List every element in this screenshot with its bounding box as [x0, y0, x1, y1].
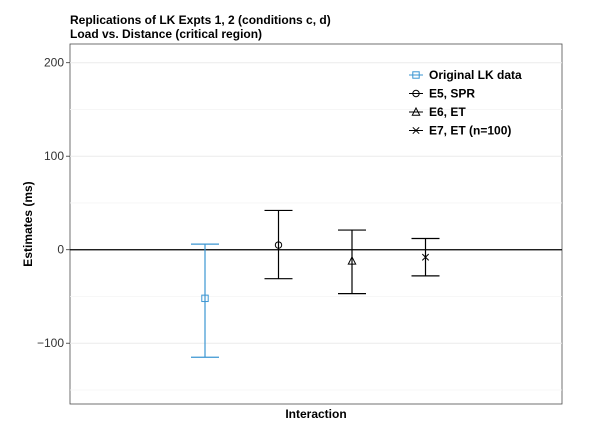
error-bars — [191, 209, 440, 358]
chart-title-line-1: Replications of LK Expts 1, 2 (condition… — [70, 13, 331, 27]
legend-item-4: E7, ET (n=100) — [409, 124, 511, 138]
y-axis: −100 0 100 200 — [37, 56, 70, 350]
error-bar-1 — [191, 243, 219, 358]
estimate-point-circle — [274, 241, 283, 249]
plot-panel — [69, 43, 563, 405]
legend-label: Original LK data — [429, 68, 522, 82]
y-tick-label: −100 — [37, 336, 64, 350]
y-tick-label: 0 — [57, 243, 64, 257]
chart-title-line-2: Load vs. Distance (critical region) — [70, 27, 262, 41]
legend-label: E5, SPR — [429, 87, 475, 101]
legend-key-marker — [412, 71, 420, 79]
legend-key-marker — [411, 106, 421, 116]
x-axis-label: Interaction — [285, 407, 346, 421]
error-bar-3 — [338, 229, 366, 295]
legend-item-2: E5, SPR — [409, 87, 475, 101]
y-tick-label: 200 — [44, 56, 64, 70]
y-tick-label: 100 — [44, 149, 64, 163]
legend-label: E7, ET (n=100) — [429, 124, 511, 138]
error-bar-2 — [264, 209, 293, 280]
error-bar-4 — [411, 237, 440, 277]
legend-label: E6, ET — [429, 105, 466, 119]
estimate-point-cross — [421, 253, 430, 261]
legend-key-marker — [412, 89, 420, 98]
estimate-point-square — [201, 294, 209, 303]
legend-item-1: Original LK data — [409, 68, 522, 82]
legend: Original LK data E5, SPR E6, ET E7, ET (n=1… — [409, 68, 522, 138]
estimate-point-triangle — [347, 255, 357, 265]
legend-key-marker — [412, 126, 420, 135]
y-axis-label: Estimates (ms) — [21, 181, 35, 266]
legend-item-3: E6, ET — [409, 105, 466, 119]
